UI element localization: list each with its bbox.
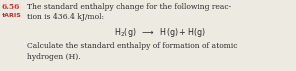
Text: †ARIS: †ARIS: [2, 13, 22, 18]
Text: 6.56: 6.56: [2, 3, 20, 11]
Text: Calculate the standard enthalpy of formation of atomic: Calculate the standard enthalpy of forma…: [27, 42, 237, 50]
Text: $\mathrm{H_2(g)}$  $\longrightarrow$  $\mathrm{H(g) + H(g)}$: $\mathrm{H_2(g)}$ $\longrightarrow$ $\ma…: [114, 26, 206, 39]
Text: The standard enthalpy change for the following reac-: The standard enthalpy change for the fol…: [27, 3, 231, 11]
Text: hydrogen (H).: hydrogen (H).: [27, 53, 81, 61]
Text: tion is 436.4 kJ/mol:: tion is 436.4 kJ/mol:: [27, 13, 104, 21]
